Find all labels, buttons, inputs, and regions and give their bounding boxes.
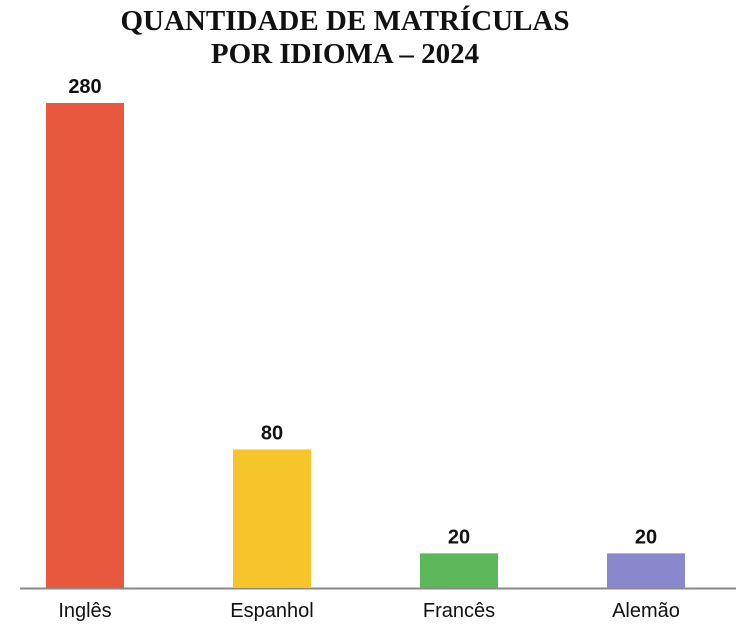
value-label: 80 [261, 422, 283, 444]
bar [46, 103, 124, 588]
value-label: 280 [68, 76, 101, 98]
x-tick-label: Inglês [58, 600, 111, 622]
bar [607, 553, 685, 588]
value-label: 20 [635, 526, 657, 548]
bar [420, 553, 498, 588]
x-tick-label: Alemão [612, 600, 680, 622]
x-tick-label: Espanhol [230, 600, 313, 622]
x-tick-label: Francês [423, 600, 495, 622]
chart-title: QUANTIDADE DE MATRÍCULAS [120, 4, 569, 37]
bar [233, 449, 311, 588]
chart-title: POR IDIOMA – 2024 [211, 38, 479, 70]
value-label: 20 [448, 526, 470, 548]
